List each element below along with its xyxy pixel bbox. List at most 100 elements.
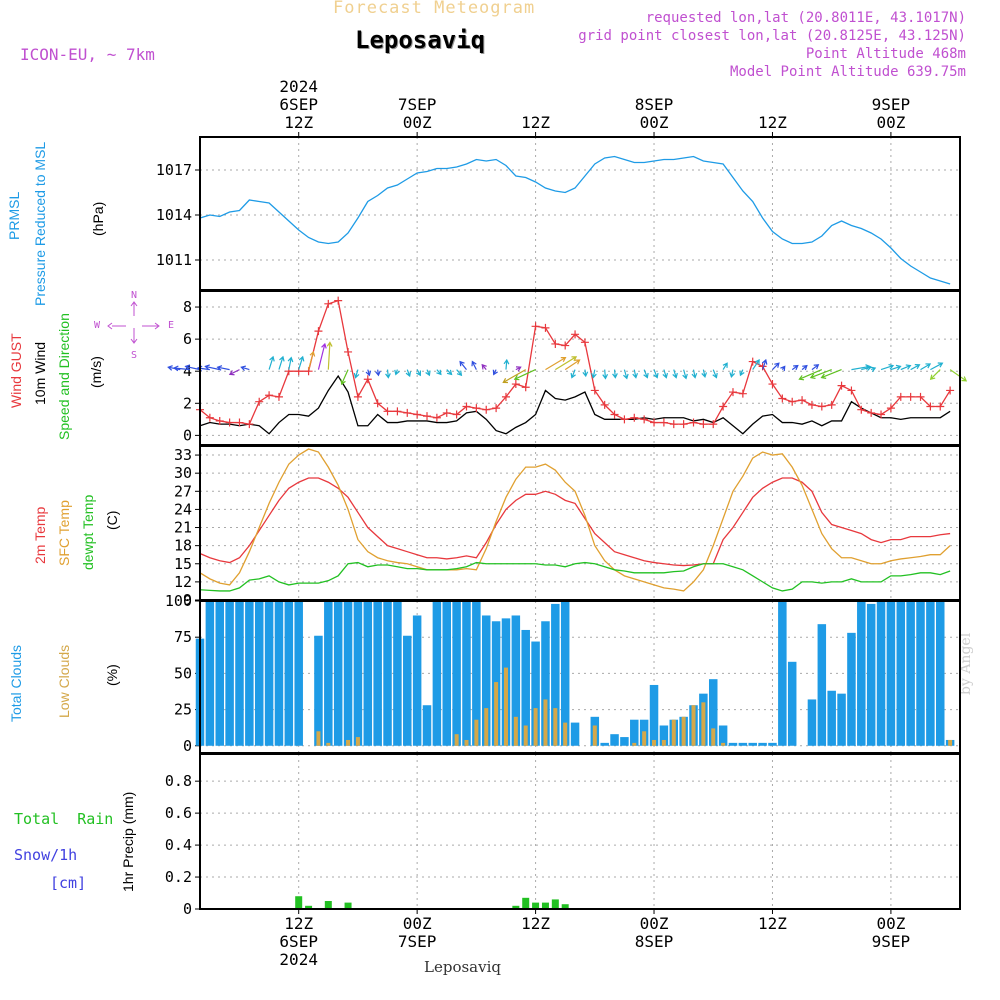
total-cloud-bar [866,603,876,746]
gust-marker [936,402,945,411]
gust-marker [432,413,441,422]
snow-unit-label: [cm] [50,874,87,892]
gust-marker [225,418,234,427]
wind-arrow [890,364,902,371]
compass-s: S [131,350,138,361]
wind-arrow [880,364,895,371]
wind-arrow [287,356,294,370]
low-cloud-bar [701,702,706,746]
gust-marker [847,386,856,395]
wind-arrow [481,363,487,370]
wind-arrow [564,359,581,371]
wind-arrow [602,369,609,380]
wind-arrow [446,369,453,376]
y-tick-label: 0.6 [165,804,192,822]
gust-marker [442,408,451,417]
panel-frame-wind [199,290,961,446]
gust-marker [235,418,244,427]
total-cloud-bar [215,601,224,746]
gust-marker [886,404,895,413]
total-cloud-bar [432,601,442,746]
gust-marker [600,400,609,409]
gust-marker [827,400,836,409]
wind-arrow [870,366,877,373]
wind-arrow [632,369,639,379]
wind-arrow [502,369,527,384]
time-label-bottom: 00Z [403,914,432,933]
time-label-bottom: 12Z [284,914,313,933]
gust-marker [531,322,540,331]
gust-marker [215,416,224,425]
wind-arrow [570,369,576,379]
time-label-bottom: 2024 [279,950,318,969]
wind-arrow [761,358,768,370]
gust-marker [630,413,639,422]
snow-label: Snow/1h [14,846,78,864]
gust-marker [205,413,214,422]
y-tick-label: 25 [174,701,192,719]
gust-marker [561,341,570,350]
gust-marker [778,394,787,403]
time-label-bottom: 00Z [640,914,669,933]
total-cloud-bar [936,601,945,746]
gust-marker [867,408,876,417]
wind-arrow [811,364,820,371]
gust-marker [817,402,826,411]
total-cloud-bar [551,603,560,746]
model-label: ICON-EU, ~ 7km [20,45,155,64]
wind-arrow [920,363,932,371]
low-cloud-bar [533,708,538,746]
pressure-line [199,155,951,285]
wind-arrow [456,369,463,377]
total-cloud-bar [827,690,836,746]
low-cloud-bar [464,739,469,746]
gust-marker [877,410,886,419]
total-cloud-bar [324,601,333,746]
gust-marker [265,391,274,400]
model-altitude: Model Point Altitude 639.75m [729,64,966,80]
wind-arrow [513,369,536,381]
gust-marker [541,323,550,332]
gust-marker [245,420,254,429]
wind-arrow [929,369,941,381]
gust-marker [699,420,708,429]
gust-marker [521,383,530,392]
gust-marker [511,380,520,389]
total-cloud-bar [363,601,373,746]
gust-marker [798,396,807,405]
total-cloud-bar [531,641,540,746]
gust-marker [610,410,619,419]
wind-arrow [515,366,522,372]
wind-arrow [791,364,799,371]
total-cloud-bar [560,601,570,746]
total-cloud-bar [353,601,363,746]
total-cloud-bar [758,742,767,746]
total-cloud-bar [649,684,659,746]
total-cloud-bar [570,722,580,746]
y-tick-label: 27 [174,482,192,500]
wind-arrow [405,369,412,378]
wind-arrow [801,364,808,371]
time-label-top: 00Z [403,113,432,132]
wind-arrow [820,369,842,379]
total-cloud-bar [807,699,817,746]
gust-marker [334,296,343,305]
gust-marker [353,392,362,401]
total-cloud-bar [728,742,738,746]
wind-arrow [653,369,659,379]
total-cloud-bar [412,615,422,746]
low-cloud-bar [316,731,321,746]
grid-coords: grid point closest lon,lat (20.8125E, 43… [578,28,966,44]
panel-frame-pressure [199,136,961,291]
y-tick-label: 12 [174,573,192,591]
gust-marker [728,388,737,397]
y-tick-label: 24 [174,500,192,518]
gust-marker [916,392,925,401]
wind-arrow [471,360,477,370]
compass-n: N [131,290,138,301]
y-tick-label: 1011 [156,251,192,269]
rain-bar [532,902,540,909]
gust-marker [373,399,382,408]
wind-arrow [949,369,968,382]
total-cloud-bar [886,601,896,746]
